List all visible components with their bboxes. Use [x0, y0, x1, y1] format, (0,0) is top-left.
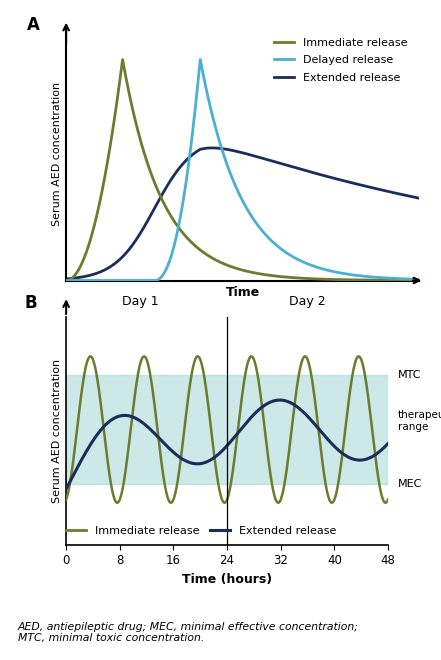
Text: AED, antiepileptic drug; MEC, minimal effective concentration;
MTC, minimal toxi: AED, antiepileptic drug; MEC, minimal ef… — [18, 622, 359, 643]
Y-axis label: Serum AED concentration: Serum AED concentration — [52, 358, 62, 503]
Legend: Immediate release, Extended release: Immediate release, Extended release — [62, 521, 341, 540]
Text: Day 2: Day 2 — [289, 295, 326, 308]
X-axis label: Time (hours): Time (hours) — [182, 573, 272, 586]
Text: MEC: MEC — [398, 478, 422, 489]
Legend: Immediate release, Delayed release, Extended release: Immediate release, Delayed release, Exte… — [269, 32, 413, 88]
Text: MTC: MTC — [398, 370, 422, 380]
Bar — [66, 376, 388, 484]
Text: Day 1: Day 1 — [122, 295, 158, 308]
Text: B: B — [24, 294, 37, 312]
Text: A: A — [27, 16, 40, 34]
X-axis label: Time: Time — [225, 286, 260, 299]
Y-axis label: Serum AED concentration: Serum AED concentration — [52, 81, 62, 226]
Text: therapeutic
range: therapeutic range — [398, 410, 441, 432]
